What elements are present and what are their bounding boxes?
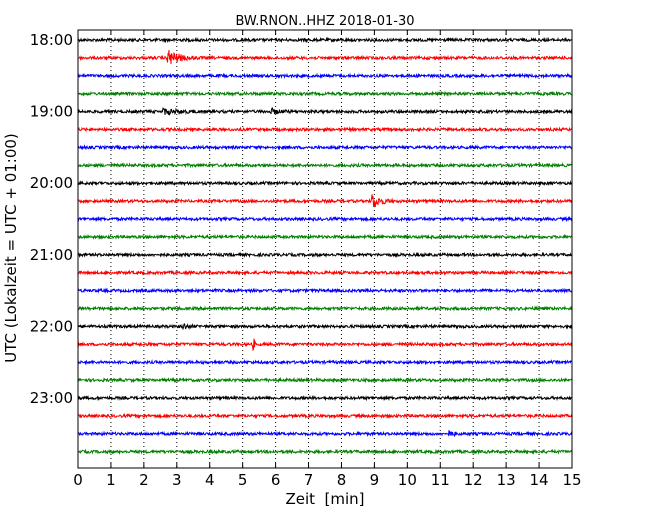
trace-line <box>77 162 573 169</box>
trace-line <box>77 429 573 438</box>
trace-line <box>77 305 573 312</box>
x-tick-label: 14 <box>530 471 549 489</box>
x-tick-label: 1 <box>106 471 116 489</box>
trace-line <box>77 179 573 187</box>
trace-line <box>77 233 573 241</box>
x-tick-label: 8 <box>337 471 347 489</box>
chart-title: BW.RNON..HHZ 2018-01-30 <box>235 14 414 29</box>
trace-line <box>77 72 573 80</box>
y-tick-label: 22:00 <box>30 317 73 335</box>
x-tick-label: 4 <box>205 471 215 489</box>
x-tick-label: 0 <box>73 471 83 489</box>
trace-line <box>77 269 573 276</box>
x-tick-label: 2 <box>139 471 149 489</box>
trace-line <box>77 194 573 208</box>
trace-line <box>77 448 573 455</box>
x-tick-label: 11 <box>431 471 450 489</box>
x-axis-label: Zeit [min] <box>285 490 364 508</box>
x-tick-label: 5 <box>238 471 248 489</box>
trace-line <box>77 107 573 116</box>
trace-line <box>77 376 573 384</box>
plot-frame <box>77 29 573 469</box>
y-tick-label: 18:00 <box>30 31 73 49</box>
vertical-grid <box>110 30 540 468</box>
y-tick-label: 19:00 <box>30 103 73 121</box>
trace-line <box>77 215 573 223</box>
x-tick-label: 7 <box>304 471 314 489</box>
trace-line <box>77 359 573 366</box>
y-axis-label: UTC (Lokalzeit = UTC + 01:00) <box>2 133 20 363</box>
y-tick-label: 23:00 <box>30 389 73 407</box>
y-axis-ticks: 18:00 19:00 20:00 21:00 22:00 23:00 <box>30 31 572 407</box>
y-tick-label: 20:00 <box>30 174 73 192</box>
x-tick-label: 3 <box>172 471 182 489</box>
x-tick-label: 6 <box>271 471 281 489</box>
trace-line <box>77 144 573 151</box>
trace-line <box>77 287 573 294</box>
trace-line <box>77 36 573 44</box>
trace-group <box>77 36 573 455</box>
trace-line <box>77 338 573 351</box>
trace-line <box>77 394 573 402</box>
trace-line <box>77 126 573 133</box>
x-tick-label: 13 <box>497 471 516 489</box>
x-tick-label: 9 <box>370 471 380 489</box>
x-tick-label: 15 <box>562 471 581 489</box>
trace-line <box>77 323 573 331</box>
trace-line <box>77 50 573 65</box>
trace-line <box>77 90 573 97</box>
x-tick-label: 10 <box>398 471 417 489</box>
trace-line <box>77 251 573 259</box>
x-axis-ticks: 0 1 2 3 4 5 6 7 8 9 10 11 12 13 14 15 <box>73 30 582 489</box>
x-tick-label: 12 <box>464 471 483 489</box>
y-tick-label: 21:00 <box>30 246 73 264</box>
trace-line <box>77 412 573 420</box>
